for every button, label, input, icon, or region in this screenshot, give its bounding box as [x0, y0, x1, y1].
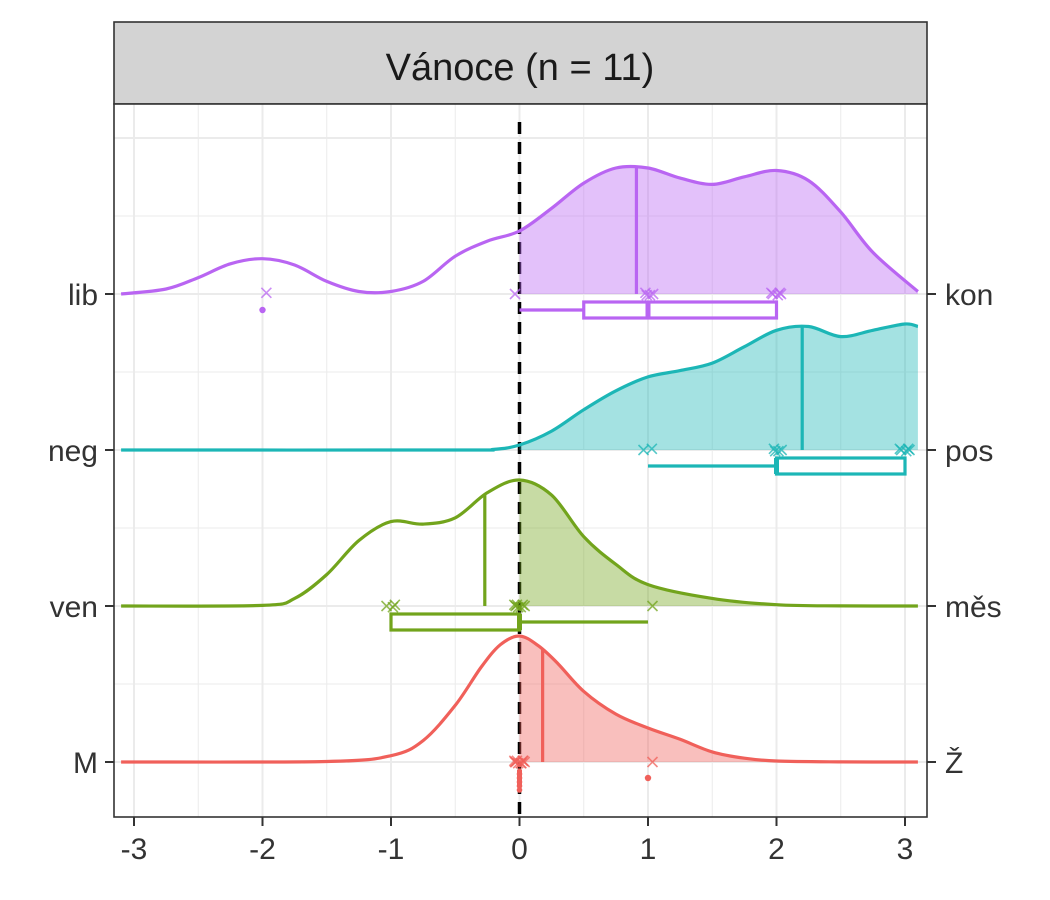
- density-area: [519, 636, 918, 762]
- data-point: [775, 288, 787, 300]
- y-tick-label-right: kon: [945, 279, 993, 312]
- x-tick-label: 1: [640, 833, 657, 866]
- density-line: [121, 322, 919, 452]
- density-area: [519, 166, 918, 294]
- data-point: [900, 445, 912, 457]
- data-point: [894, 443, 906, 455]
- y-tick-label-right: Ž: [945, 747, 963, 780]
- box-iqr: [582, 300, 779, 320]
- box-point: [516, 783, 523, 789]
- x-tick-label: 0: [511, 833, 528, 866]
- x-tick-label: 3: [897, 833, 914, 866]
- row-groups: [120, 164, 919, 793]
- density-line: [120, 164, 919, 296]
- data-point: [646, 756, 659, 768]
- data-point: [641, 289, 653, 301]
- y-tick-label-left: lib: [68, 279, 98, 312]
- y-tick-label-right: pos: [945, 435, 993, 468]
- data-point: [515, 757, 527, 769]
- density-line: [121, 478, 918, 608]
- density-area: [519, 323, 918, 450]
- data-point: [260, 287, 272, 299]
- data-point: [509, 288, 521, 300]
- strip-background: [113, 21, 928, 105]
- data-point: [772, 289, 784, 301]
- data-point: [515, 601, 527, 613]
- data-point: [637, 444, 650, 456]
- data-point: [765, 287, 777, 299]
- y-tick-label-left: neg: [48, 435, 98, 468]
- y-tick-label-right: měs: [945, 591, 1002, 624]
- box-point: [516, 775, 523, 781]
- data-point: [387, 601, 399, 613]
- box-point: [516, 779, 523, 785]
- x-tick-label: -3: [121, 833, 148, 866]
- data-point: [769, 445, 781, 457]
- y-tick-label-left: M: [73, 747, 98, 780]
- density-line: [121, 634, 918, 764]
- density-area: [519, 480, 918, 607]
- outlier-point: [259, 306, 266, 314]
- x-tick-label: 2: [768, 833, 785, 866]
- row-ven: [121, 478, 918, 632]
- outlier-point: [644, 774, 652, 782]
- row-lib: [120, 164, 919, 320]
- strip-title: Vánoce (n = 11): [386, 47, 655, 89]
- x-tick-label: -1: [378, 833, 405, 866]
- row-m: [121, 634, 918, 793]
- y-tick-label-left: ven: [50, 591, 98, 624]
- data-point: [508, 755, 520, 767]
- data-point: [646, 600, 659, 612]
- box-point: [516, 771, 523, 777]
- data-point: [903, 444, 916, 456]
- data-point: [508, 599, 520, 611]
- row-neg: [121, 322, 919, 476]
- box-point: [516, 787, 523, 793]
- x-tick-label: -2: [249, 833, 276, 866]
